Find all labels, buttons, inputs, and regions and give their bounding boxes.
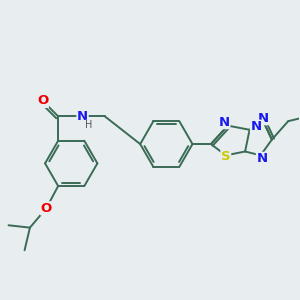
Text: N: N [258, 112, 269, 125]
Text: H: H [85, 120, 93, 130]
Text: N: N [256, 152, 268, 165]
Text: O: O [37, 94, 48, 107]
Text: N: N [219, 116, 230, 129]
Text: N: N [77, 110, 88, 123]
Text: O: O [40, 202, 52, 215]
Text: N: N [250, 120, 262, 133]
Text: S: S [221, 150, 231, 163]
